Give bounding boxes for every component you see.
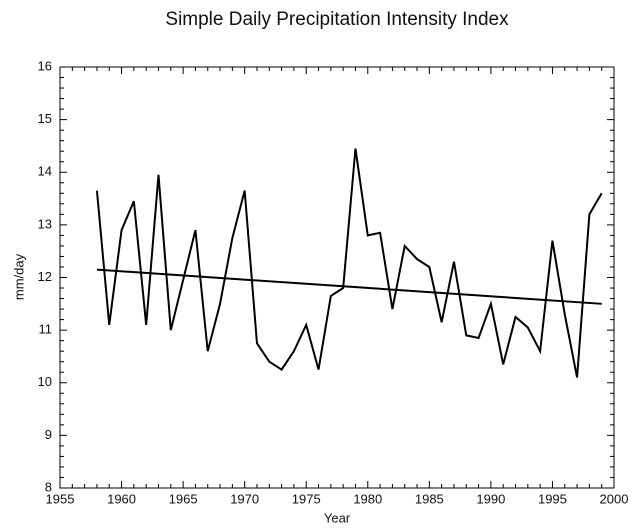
plot-frame [59,66,615,489]
x-tick-label: 2000 [600,491,629,506]
x-tick-label: 1990 [476,491,505,506]
x-tick-label: 1975 [292,491,321,506]
x-axis-label: Year [324,510,351,525]
x-tick-label: 1955 [46,491,75,506]
y-tick-label: 10 [38,374,52,389]
x-tick-label: 1995 [538,491,567,506]
x-tick-label: 1985 [415,491,444,506]
y-tick-label: 12 [38,269,52,284]
data-line [95,148,603,378]
y-axis-label: mm/day [11,253,26,300]
chart-title: Simple Daily Precipitation Intensity Ind… [165,9,509,30]
x-tick-label: 1960 [107,491,136,506]
y-tick-label: 8 [45,479,52,494]
y-tick-label: 13 [38,216,52,231]
y-tick-label: 16 [38,58,52,73]
x-tick-label: 1970 [230,491,259,506]
y-tick-label: 14 [38,164,52,179]
y-tick-label: 15 [38,111,52,126]
y-tick-label: 9 [45,427,52,442]
y-tick-label: 11 [39,322,53,337]
trend-line [96,268,602,305]
x-tick-label: 1965 [169,491,198,506]
x-tick-label: 1980 [353,491,382,506]
